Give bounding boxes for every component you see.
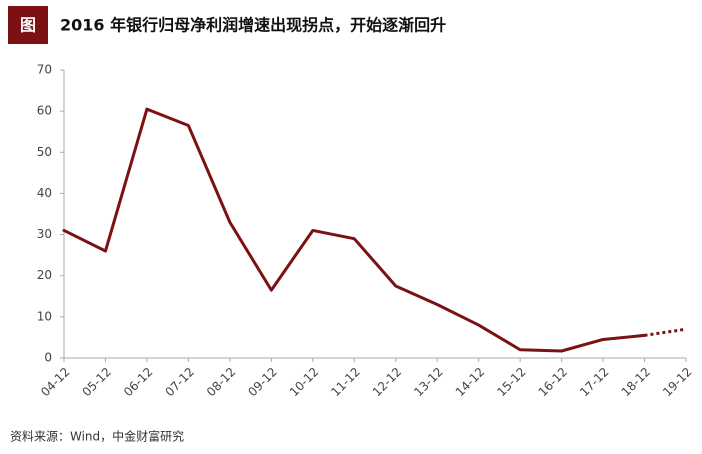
x-tick-label: 09-12 — [245, 365, 280, 400]
x-tick-label: 13-12 — [411, 365, 446, 400]
title-badge: 图 — [20, 16, 36, 35]
x-tick-label: 10-12 — [287, 365, 322, 400]
x-tick-label: 14-12 — [453, 365, 488, 400]
x-tick-label: 07-12 — [162, 365, 197, 400]
x-tick-label: 19-12 — [660, 365, 695, 400]
y-tick-label: 20 — [37, 268, 52, 282]
y-tick-label: 0 — [44, 351, 52, 365]
x-tick-label: 11-12 — [328, 365, 363, 400]
y-tick-label: 10 — [37, 309, 52, 323]
data-line — [644, 327, 687, 337]
x-tick-label: 18-12 — [619, 365, 654, 400]
y-tick-label: 70 — [37, 63, 52, 77]
y-tick-label: 50 — [37, 145, 52, 159]
y-tick-label: 60 — [37, 104, 52, 118]
x-tick-label: 15-12 — [494, 365, 529, 400]
source-note: 资料来源：Wind，中金财富研究 — [10, 429, 184, 444]
x-tick-label: 17-12 — [577, 365, 612, 400]
y-tick-label: 40 — [37, 186, 52, 200]
data-line — [62, 107, 647, 353]
x-tick-label: 04-12 — [38, 365, 73, 400]
x-tick-label: 05-12 — [80, 365, 115, 400]
x-tick-label: 16-12 — [536, 365, 571, 400]
y-tick-label: 30 — [37, 227, 52, 241]
x-tick-label: 12-12 — [370, 365, 405, 400]
x-tick-label: 06-12 — [121, 365, 156, 400]
title-badge-box — [8, 6, 48, 44]
chart-title: 2016 年银行归母净利润增速出现拐点，开始逐渐回升 — [60, 16, 446, 35]
x-tick-label: 08-12 — [204, 365, 239, 400]
